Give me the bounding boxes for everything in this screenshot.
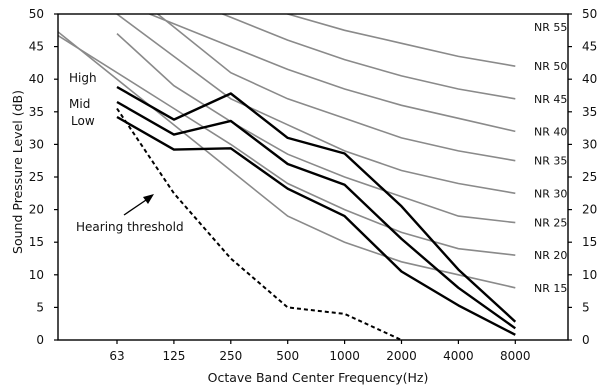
y-tick-label-right: 0 [582, 333, 590, 347]
axes: 0 0 5 5 10 10 15 15 20 20 25 25 30 30 35 35 40 40 45 45 50 50… [29, 7, 598, 363]
y-tick-label-left: 25 [29, 170, 44, 184]
mid-label: Mid [69, 97, 90, 111]
y-tick-label-left: 10 [29, 268, 44, 282]
x-tick-label-2000: 2000 [386, 349, 417, 363]
y-tick-label-right: 45 [582, 40, 597, 54]
y-tick-label-left: 45 [29, 40, 44, 54]
line-high [116, 85, 517, 323]
line-nr-35 [156, 14, 516, 162]
x-tick-label-4000: 4000 [443, 349, 474, 363]
label-nr-15: NR 15 [534, 282, 567, 295]
line-nr-40 [147, 14, 516, 133]
x-tick-label-1000: 1000 [329, 349, 360, 363]
x-tick-label-500: 500 [276, 349, 299, 363]
x-tick-label-63: 63 [109, 349, 124, 363]
label-nr-35: NR 35 [534, 155, 567, 168]
y-tick-label-left: 15 [29, 235, 44, 249]
y-tick-label-right: 20 [582, 203, 597, 217]
y-tick-label-right: 35 [582, 105, 597, 119]
labels: Sound Pressure Level (dB) Octave Band Ce… [10, 71, 428, 385]
line-nr-25 [116, 33, 516, 224]
label-nr-50: NR 50 [534, 60, 567, 73]
y-tick-label-left: 50 [29, 7, 44, 21]
x-tick-label-8000: 8000 [500, 349, 531, 363]
label-nr-55: NR 55 [534, 21, 567, 34]
line-nr-50 [284, 14, 516, 67]
x-axis-title: Octave Band Center Frequency(Hz) [208, 370, 429, 385]
nr-curves: NR 15 NR 20 NR 25 NR 30 NR 35 NR 40 NR 45 NR 50… [58, 14, 567, 295]
y-tick-label-right: 15 [582, 235, 597, 249]
y-tick-label-left: 5 [36, 300, 44, 314]
x-tick-label-250: 250 [219, 349, 242, 363]
line-nr-15 [58, 30, 516, 289]
y-tick-label-right: 5 [582, 300, 590, 314]
y-tick-label-right: 30 [582, 137, 597, 151]
label-nr-40: NR 40 [534, 125, 567, 138]
low-label: Low [71, 114, 95, 128]
high-label: High [69, 71, 97, 85]
y-tick-label-right: 25 [582, 170, 597, 184]
line-nr-20 [58, 34, 516, 256]
y-tick-label-left: 40 [29, 72, 44, 86]
line-nr-30 [115, 14, 516, 195]
label-nr-45: NR 45 [534, 93, 567, 106]
y-axis-title: Sound Pressure Level (dB) [10, 90, 25, 254]
y-tick-label-left: 0 [36, 333, 44, 347]
line-mid [116, 100, 516, 330]
x-tick-label-125: 125 [162, 349, 185, 363]
label-nr-20: NR 20 [534, 249, 567, 262]
y-tick-label-right: 10 [582, 268, 597, 282]
line-low [116, 115, 516, 336]
threshold-arrow-icon [123, 194, 154, 216]
y-tick-label-right: 50 [582, 7, 597, 21]
y-tick-label-left: 30 [29, 137, 44, 151]
y-tick-label-left: 20 [29, 203, 44, 217]
y-tick-label-right: 40 [582, 72, 597, 86]
y-tick-label-left: 35 [29, 105, 44, 119]
label-nr-25: NR 25 [534, 217, 567, 230]
measured-curves [116, 85, 517, 336]
line-hearing-threshold [116, 107, 402, 341]
hearing-threshold-layer [116, 107, 402, 341]
line-nr-45 [220, 14, 516, 100]
hearing-threshold-label: Hearing threshold [76, 220, 184, 234]
label-nr-30: NR 30 [534, 187, 567, 200]
